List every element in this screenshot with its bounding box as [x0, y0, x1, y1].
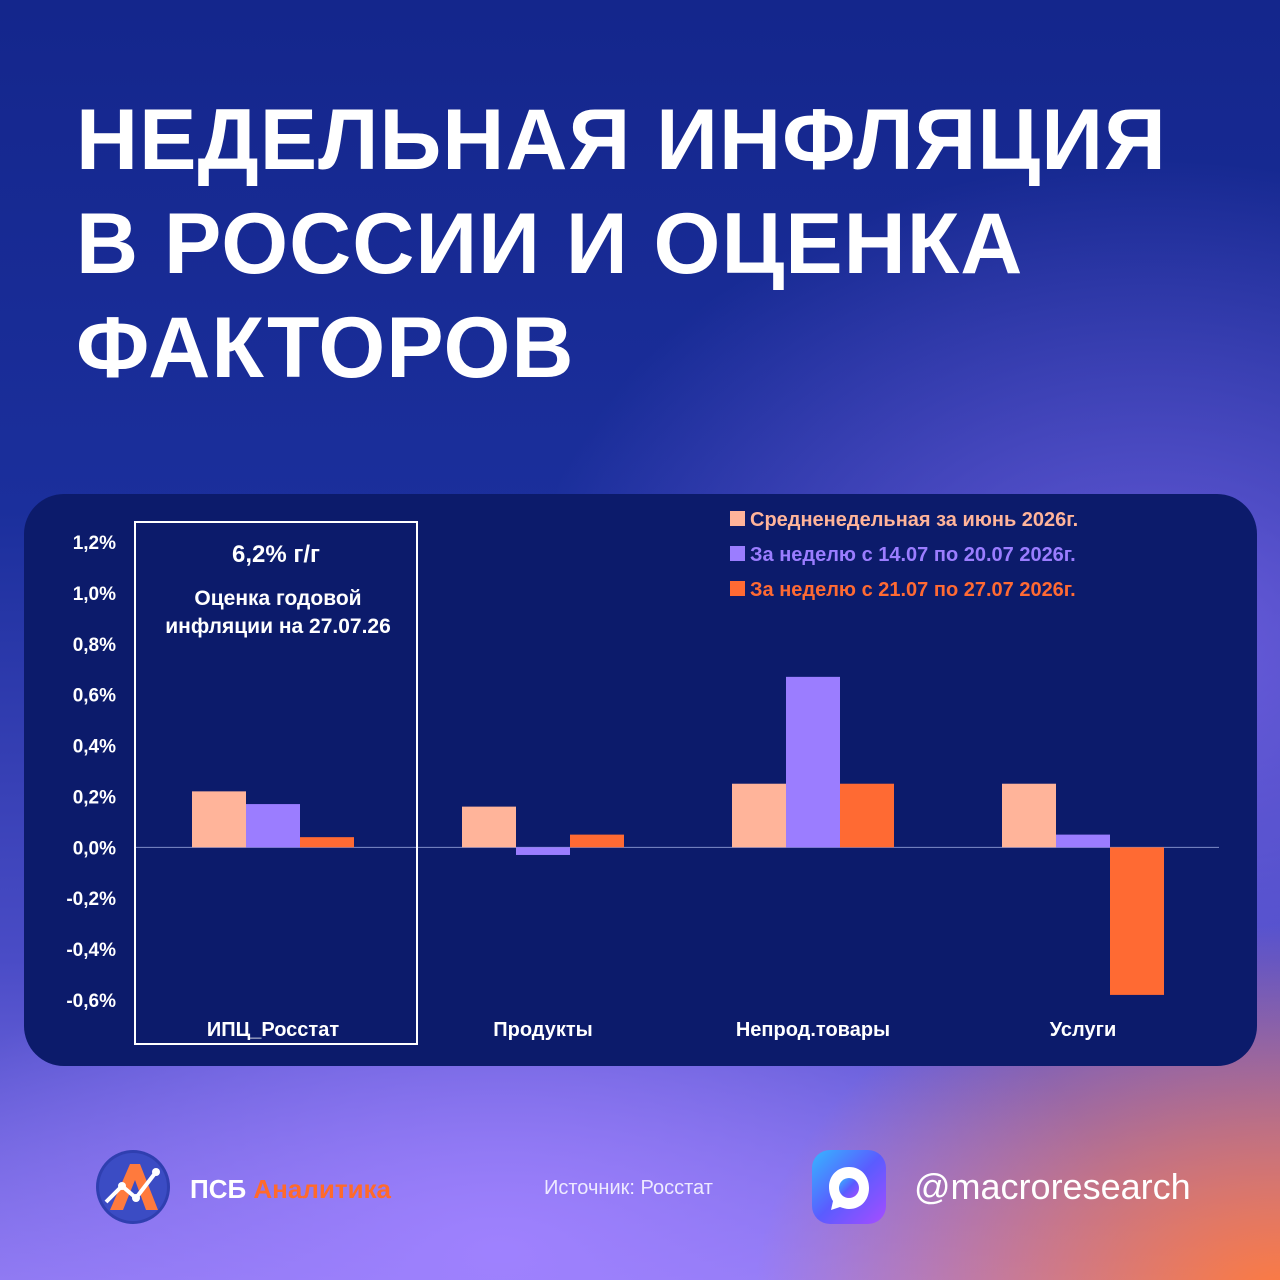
y-tick-label: -0,6% [66, 991, 116, 1012]
brand-name-part2: Аналитика [253, 1174, 392, 1204]
psb-analytics-logo-icon [96, 1150, 170, 1224]
legend-label: Средненедельная за июнь 2026г. [750, 509, 1078, 531]
messenger-app-icon[interactable] [812, 1150, 886, 1224]
bar-chart: 1,2% 1,0% 0,8% 0,6% 0,4% 0,2% 0,0% -0,2% -0,4% -0… [66, 509, 1219, 1041]
category-label: Услуги [1050, 1019, 1117, 1041]
bar-2 [516, 847, 570, 855]
y-tick-label: 1,2% [73, 533, 116, 554]
y-tick-label: 0,6% [73, 686, 116, 707]
legend-label: За неделю с 14.07 по 20.07 2026г. [750, 544, 1076, 566]
legend-swatch [730, 581, 745, 596]
legend-label: За неделю с 21.07 по 27.07 2026г. [750, 579, 1076, 601]
title-line-3: ФАКТОРОВ [76, 300, 575, 396]
annual-inflation-annotation: 6,2% г/г Оценка годовой инфляции на 27.0… [134, 521, 418, 1045]
bar-3 [840, 783, 894, 848]
y-tick-label: 1,0% [73, 584, 116, 605]
channel-handle[interactable]: @macroresearch [914, 1166, 1191, 1207]
title-line-2: В РОССИИ И ОЦЕНКА [76, 196, 1024, 292]
category-label: Непрод.товары [736, 1019, 890, 1041]
category-label: ИПЦ_Росстат [207, 1019, 339, 1041]
brand-name: ПСБ Аналитика [190, 1174, 391, 1205]
y-tick-label: 0,4% [73, 737, 116, 758]
brand-name-part1: ПСБ [190, 1174, 247, 1204]
category-label: Продукты [493, 1019, 593, 1041]
bar-1 [1002, 783, 1056, 848]
legend-swatch [730, 511, 745, 526]
y-tick-label: 0,8% [73, 635, 116, 656]
page-title: НЕДЕЛЬНАЯ ИНФЛЯЦИЯ В РОССИИ И ОЦЕНКА ФАК… [76, 88, 1226, 400]
y-tick-label: -0,2% [66, 889, 116, 910]
bar-2 [246, 804, 300, 848]
bar-1 [732, 783, 786, 848]
bar-2 [786, 676, 840, 848]
bar-1 [462, 806, 516, 848]
bar-3 [300, 837, 354, 848]
bar-1 [192, 791, 246, 848]
bar-3 [570, 834, 624, 848]
y-tick-label: 0,0% [73, 838, 116, 859]
source-note: Источник: Росстат [544, 1177, 713, 1199]
bar-2 [1056, 834, 1110, 848]
bar-3 [1110, 847, 1164, 995]
y-tick-label: 0,2% [73, 787, 116, 808]
legend-swatch [730, 546, 745, 561]
annual-inflation-value: 6,2% г/г [231, 541, 321, 568]
title-line-1: НЕДЕЛЬНАЯ ИНФЛЯЦИЯ [76, 92, 1167, 188]
chart-panel: 1,2% 1,0% 0,8% 0,6% 0,4% 0,2% 0,0% -0,2% -0,4% -0… [24, 494, 1257, 1066]
annual-inflation-caption: Оценка годовой инфляции на 27.07.26 [165, 587, 391, 638]
y-tick-label: -0,4% [66, 940, 116, 961]
